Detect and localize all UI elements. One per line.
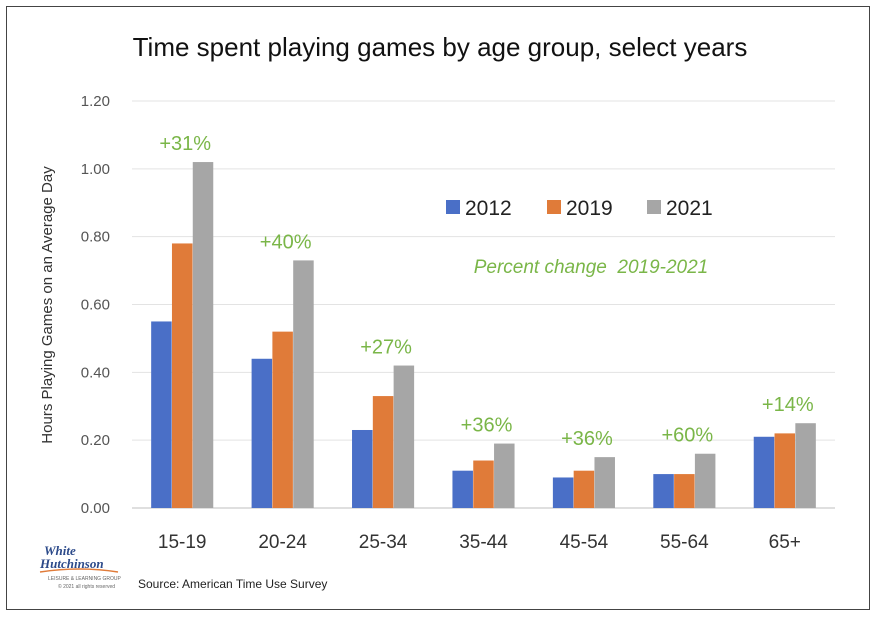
bar-2019-35-44 [473,460,494,508]
legend: 2012 2019 2021 [446,197,713,220]
legend-item-2012: 2012 [446,197,512,220]
y-tick-label: 0.60 [81,297,110,314]
y-tick-label: 1.00 [81,161,110,178]
bar-2019-25-34 [372,396,394,508]
bar-2021-25-34 [393,365,415,508]
bars [151,162,816,509]
bar-2012-15-19 [151,321,172,508]
y-tick-label: 0.20 [81,432,110,449]
percent-change-label: +27% [360,337,412,359]
bar-2019-20-24 [272,331,293,508]
y-tick-label: 0.80 [81,229,110,246]
legend-label: 2021 [666,197,713,220]
y-tick-label: 1.20 [81,93,110,110]
bar-2012-55-64 [653,474,674,508]
x-tick-label: 25-34 [359,532,408,553]
legend-swatch [446,200,460,214]
legend-label: 2012 [465,197,512,220]
bar-2012-65+ [753,436,775,508]
bar-2012-45-54 [552,477,574,508]
x-tick-label: 55-64 [660,532,709,553]
logo-fine-print: © 2021 all rights reserved [58,583,115,590]
y-axis-ticks: 0.00 0.20 0.40 0.60 0.80 1.00 1.20 [81,93,110,517]
percent-change-note: Percent change 2019-2021 [474,257,709,278]
x-tick-label: 35-44 [459,532,508,553]
x-tick-label: 20-24 [258,532,307,553]
legend-label: 2019 [566,197,613,220]
x-tick-label: 45-54 [560,532,609,553]
gridlines [132,100,835,509]
percent-change-label: +14% [762,394,814,416]
x-axis-ticks: 15-19 20-24 25-34 35-44 45-54 55-64 65+ [158,532,801,553]
bar-2019-15-19 [171,243,193,508]
legend-swatch [647,200,661,214]
y-axis-label: Hours Playing Games on an Average Day [39,166,56,444]
logo-line-2: Hutchinson [39,556,104,571]
chart-title: Time spent playing games by age group, s… [133,32,748,62]
logo-swoosh [39,568,119,573]
logo-line-1: White [44,543,76,558]
bar-2021-15-19 [192,162,214,509]
legend-item-2021: 2021 [647,197,713,220]
legend-swatch [547,200,561,214]
x-tick-label: 15-19 [158,532,207,553]
chart-frame [6,6,870,610]
percent-change-label: +40% [260,231,312,253]
bar-2019-45-54 [573,470,595,508]
bar-2019-55-64 [674,474,695,508]
x-tick-label: 65+ [769,532,801,553]
bar-2012-20-24 [251,358,273,508]
bar-2021-35-44 [494,443,515,508]
white-hutchinson-logo: White Hutchinson LEISURE & LEARNING GROU… [39,543,121,590]
bar-2021-45-54 [594,457,615,508]
y-tick-label: 0.00 [81,500,110,517]
bar-2012-35-44 [452,470,473,508]
bar-2012-25-34 [352,429,373,508]
bar-2019-65+ [774,433,796,508]
logo-tagline: LEISURE & LEARNING GROUP [48,576,121,582]
bar-2021-20-24 [293,260,314,508]
bar-2021-65+ [795,423,816,508]
percent-change-label: +36% [561,428,613,450]
y-tick-label: 0.40 [81,364,110,381]
percent-change-labels: +31% +40% +27% +36% +36% +60% +14% [159,133,813,450]
percent-change-label: +36% [461,415,513,437]
source-note: Source: American Time Use Survey [138,577,327,591]
percent-change-label: +31% [159,133,211,155]
percent-change-label: +60% [661,425,713,447]
legend-item-2019: 2019 [547,197,613,220]
bar-2021-55-64 [694,453,716,508]
